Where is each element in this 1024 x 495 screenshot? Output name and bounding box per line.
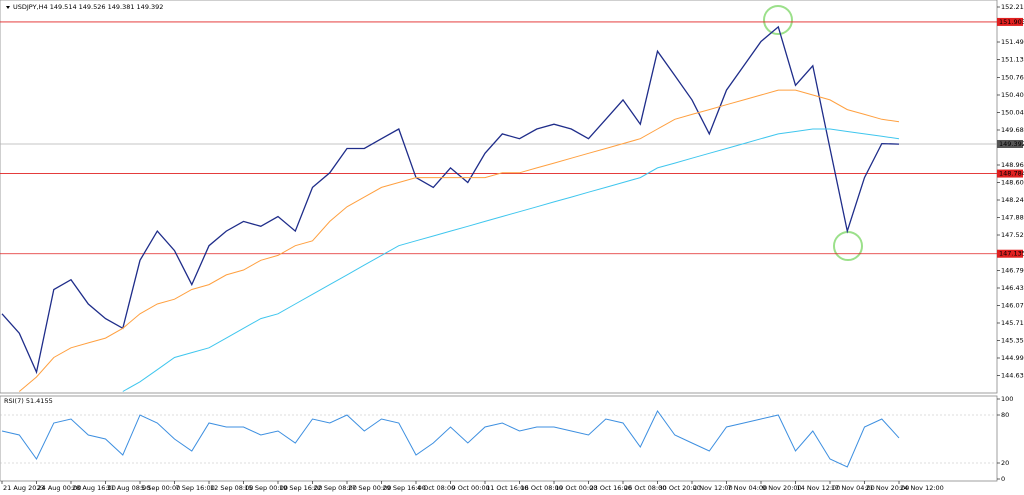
x-tick-label: 31 Aug 08:00 (107, 484, 151, 492)
y-tick-label: 151.130 (1001, 56, 1024, 64)
y-tick-label: 148.600 (1001, 178, 1024, 186)
x-tick-label: 2 Nov 12:00 (693, 484, 733, 492)
level-tag (997, 169, 1023, 178)
y-tick-label: 149.680 (1001, 126, 1024, 134)
y-tick-label: 150.760 (1001, 73, 1024, 81)
x-tick-label: 21 Nov 20:00 (866, 484, 910, 492)
level-tag (997, 17, 1023, 26)
y-tick-label: 148.960 (1001, 161, 1024, 169)
x-tick-label: 4 Oct 08:00 (417, 484, 455, 492)
price-panel (0, 0, 998, 394)
y-tick-label: 150.040 (1001, 108, 1024, 116)
x-tick-label: 24 Aug 00:00 (38, 484, 82, 492)
x-tick-label: 9 Oct 00:00 (452, 484, 490, 492)
y-tick-label: 147.520 (1001, 231, 1024, 239)
level-label: 148.784 (999, 170, 1024, 178)
x-tick-label: 16 Oct 08:00 (521, 484, 563, 492)
y-tick-label: 146.070 (1001, 301, 1024, 309)
level-label: 147.135 (999, 250, 1024, 258)
series-line (18, 89, 900, 392)
symbol-header: USDJPY,H4 149.514 149.526 149.381 149.39… (13, 3, 163, 11)
x-tick-label: 19 Sep 16:00 (279, 484, 322, 492)
x-tick-label: 21 Aug 2023 (3, 484, 45, 492)
x-tick-label: 5 Sep 00:00 (141, 484, 180, 492)
y-tick-label: 80 (1001, 411, 1009, 419)
y-tick-label: 144.630 (1001, 371, 1024, 379)
y-tick-label: 145.710 (1001, 319, 1024, 327)
y-tick-label: 148.240 (1001, 196, 1024, 204)
x-tick-label: 19 Oct 00:00 (555, 484, 597, 492)
level-label: 149.392 (999, 140, 1024, 148)
rsi-header: RSI(7) 51.4155 (4, 397, 53, 405)
y-tick-label: 152.210 (1001, 3, 1024, 11)
x-tick-label: 12 Sep 08:00 (210, 484, 253, 492)
y-tick-label: 100 (1001, 395, 1013, 403)
x-tick-label: 22 Sep 08:00 (314, 484, 357, 492)
x-tick-label: 7 Nov 04:00 (728, 484, 768, 492)
y-tick-label: 150.400 (1001, 91, 1024, 99)
x-tick-label: 11 Oct 16:00 (486, 484, 528, 492)
x-tick-label: 14 Nov 12:00 (797, 484, 841, 492)
x-tick-label: 24 Nov 12:00 (900, 484, 944, 492)
x-tick-label: 15 Sep 00:00 (245, 484, 288, 492)
y-tick-label: 151.490 (1001, 38, 1024, 46)
series-line (122, 128, 900, 392)
x-tick-label: 26 Oct 08:00 (624, 484, 666, 492)
series-line (1, 410, 900, 468)
y-tick-label: 0 (1001, 475, 1005, 483)
x-tick-label: 27 Sep 00:00 (348, 484, 391, 492)
x-tick-label: 23 Oct 16:00 (590, 484, 632, 492)
level-tag (997, 139, 1023, 148)
highlight-circle (763, 5, 793, 35)
series-line (1, 25, 900, 375)
y-tick-label: 144.990 (1001, 354, 1024, 362)
x-tick-label: 7 Sep 16:00 (176, 484, 215, 492)
highlight-circle (833, 231, 863, 261)
x-tick-label: 28 Aug 16:00 (72, 484, 116, 492)
x-tick-label: 17 Nov 04:00 (831, 484, 875, 492)
level-tag (997, 249, 1023, 258)
y-tick-label: 145.350 (1001, 336, 1024, 344)
x-tick-label: 9 Nov 20:00 (762, 484, 802, 492)
y-tick-label: 146.430 (1001, 284, 1024, 292)
y-tick-label: 147.880 (1001, 214, 1024, 222)
x-tick-label: 29 Sep 16:00 (383, 484, 426, 492)
level-label: 151.903 (999, 18, 1024, 26)
menu-arrow[interactable] (6, 6, 10, 9)
y-tick-label: 146.790 (1001, 266, 1024, 274)
rsi-panel (0, 395, 998, 482)
x-tick-label: 30 Oct 20:00 (659, 484, 701, 492)
y-tick-label: 20 (1001, 459, 1009, 467)
